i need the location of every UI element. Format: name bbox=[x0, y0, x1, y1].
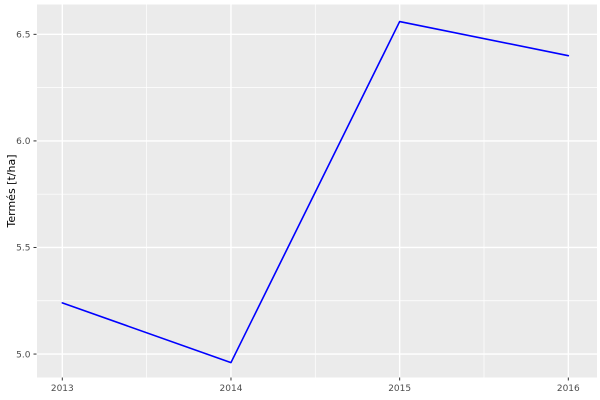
panel-background bbox=[37, 4, 597, 378]
x-tick-label: 2015 bbox=[388, 384, 411, 394]
data-line-series-termes bbox=[61, 20, 570, 364]
x-tick-label: 2016 bbox=[557, 384, 580, 394]
y-tick-label: 5.0 bbox=[16, 350, 31, 360]
y-tick-label: 6.0 bbox=[16, 137, 31, 147]
x-tick-label: 2013 bbox=[51, 384, 74, 394]
x-tick-label: 2014 bbox=[220, 384, 243, 394]
y-tick-label: 5.5 bbox=[16, 244, 30, 254]
y-tick-label: 6.5 bbox=[16, 31, 30, 41]
y-axis-title: Termés [t/ha] bbox=[5, 155, 18, 229]
